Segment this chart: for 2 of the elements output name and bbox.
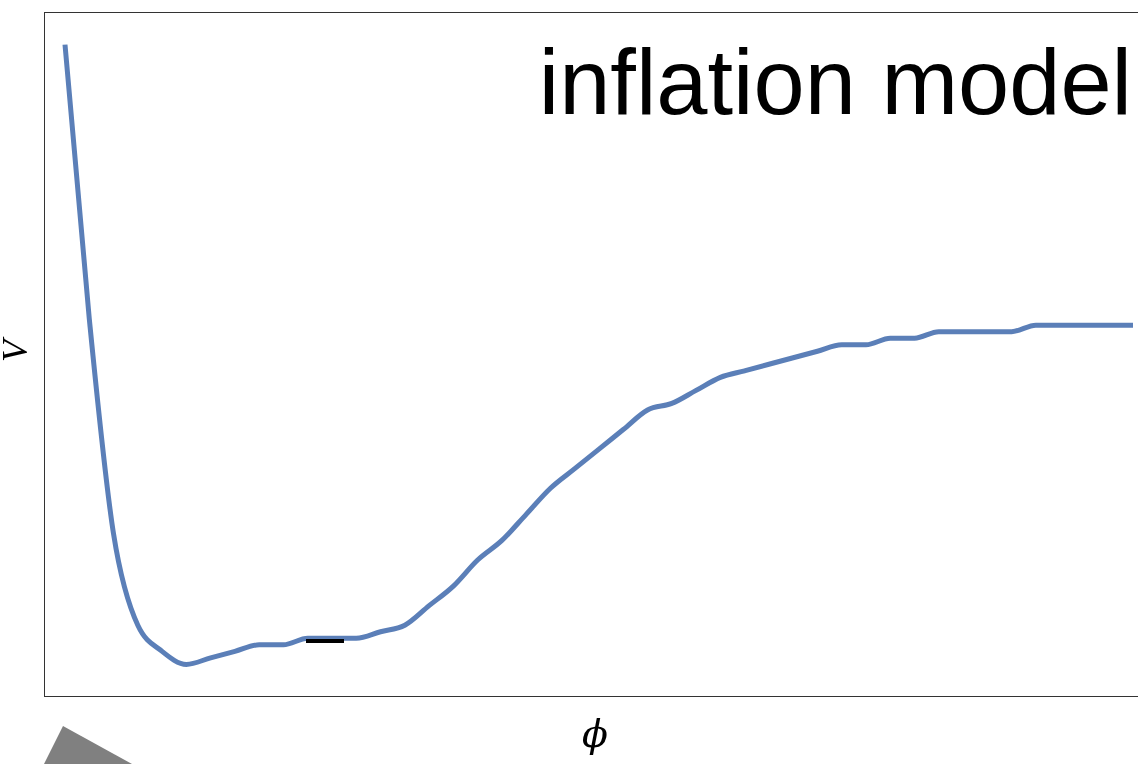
chart-title: inflation model: [538, 30, 1132, 135]
x-axis-title: ϕ: [582, 712, 608, 756]
